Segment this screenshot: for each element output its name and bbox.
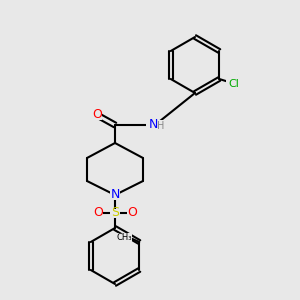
FancyBboxPatch shape bbox=[127, 208, 137, 217]
FancyBboxPatch shape bbox=[92, 110, 102, 119]
FancyBboxPatch shape bbox=[146, 120, 164, 130]
FancyBboxPatch shape bbox=[93, 208, 103, 217]
Text: O: O bbox=[93, 206, 103, 220]
Text: Cl: Cl bbox=[229, 79, 240, 89]
FancyBboxPatch shape bbox=[116, 232, 132, 242]
Text: O: O bbox=[92, 109, 102, 122]
Text: O: O bbox=[127, 206, 137, 220]
Text: CH₃: CH₃ bbox=[116, 232, 132, 242]
FancyBboxPatch shape bbox=[110, 208, 120, 217]
FancyBboxPatch shape bbox=[226, 80, 242, 88]
FancyBboxPatch shape bbox=[110, 190, 120, 200]
Text: H: H bbox=[157, 121, 165, 131]
Text: N: N bbox=[148, 118, 158, 131]
Text: S: S bbox=[111, 206, 119, 220]
Text: N: N bbox=[110, 188, 120, 202]
